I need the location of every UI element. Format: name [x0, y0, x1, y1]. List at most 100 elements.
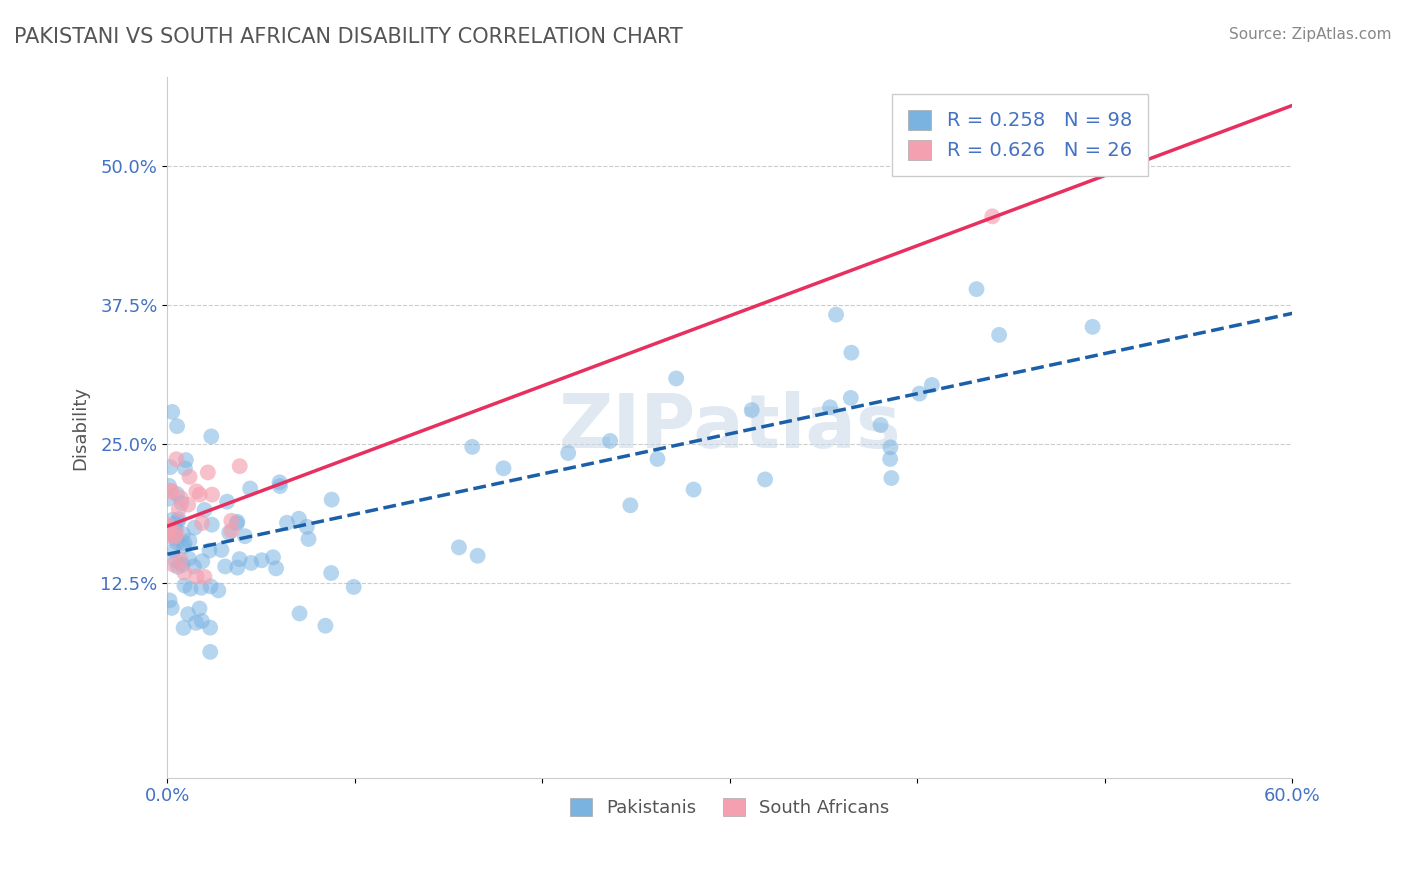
Point [169, 553, 191, 567]
Point [173, 621, 195, 635]
Point [288, 607, 311, 621]
Point [619, 498, 641, 512]
Point [981, 210, 1004, 224]
Point [163, 530, 186, 544]
Point [219, 514, 242, 528]
Point [191, 614, 214, 628]
Point [447, 541, 470, 555]
Point [818, 401, 841, 415]
Point [321, 566, 343, 580]
Point [186, 569, 208, 583]
Point [156, 529, 179, 543]
Point [869, 417, 891, 432]
Point [201, 487, 224, 501]
Point [1081, 319, 1104, 334]
Point [159, 521, 181, 535]
Point [173, 539, 195, 553]
Y-axis label: Disability: Disability [72, 385, 89, 469]
Point [191, 516, 214, 530]
Point [295, 520, 318, 534]
Point [183, 521, 205, 535]
Point [314, 618, 336, 632]
Point [226, 515, 249, 529]
Point [174, 453, 197, 467]
Point [214, 559, 236, 574]
Point [167, 502, 190, 516]
Point [201, 517, 224, 532]
Point [183, 559, 205, 574]
Point [166, 535, 188, 549]
Point [264, 561, 287, 575]
Point [288, 512, 311, 526]
Point [239, 482, 262, 496]
Point [665, 371, 688, 385]
Point [269, 479, 291, 493]
Point [741, 403, 763, 417]
Point [163, 527, 186, 541]
Point [167, 512, 190, 526]
Point [211, 543, 233, 558]
Point [193, 570, 215, 584]
Point [184, 615, 207, 630]
Point [226, 560, 249, 574]
Point [297, 532, 319, 546]
Point [170, 496, 193, 510]
Point [233, 529, 256, 543]
Point [198, 543, 221, 558]
Point [165, 532, 187, 546]
Point [200, 645, 222, 659]
Point [221, 524, 243, 538]
Point [160, 601, 183, 615]
Point [225, 516, 247, 531]
Point [166, 526, 188, 541]
Text: PAKISTANI VS SOUTH AFRICAN DISABILITY CORRELATION CHART: PAKISTANI VS SOUTH AFRICAN DISABILITY CO… [14, 27, 683, 46]
Point [207, 583, 229, 598]
Point [215, 494, 238, 508]
Point [188, 601, 211, 615]
Point [825, 308, 848, 322]
Point [682, 483, 704, 497]
Point [157, 491, 180, 506]
Point [190, 581, 212, 595]
Point [162, 405, 184, 419]
Point [173, 566, 195, 580]
Point [160, 484, 183, 499]
Point [177, 498, 200, 512]
Point [200, 429, 222, 443]
Point [492, 461, 515, 475]
Point [157, 479, 180, 493]
Point [177, 551, 200, 566]
Point [162, 558, 184, 572]
Point [159, 593, 181, 607]
Point [988, 327, 1011, 342]
Point [228, 552, 250, 566]
Point [879, 440, 901, 454]
Point [170, 491, 193, 506]
Point [841, 345, 863, 359]
Point [162, 543, 184, 558]
Point [921, 378, 943, 392]
Point [162, 513, 184, 527]
Point [159, 460, 181, 475]
Point [174, 461, 197, 475]
Point [461, 440, 484, 454]
Point [172, 558, 194, 572]
Point [262, 550, 284, 565]
Point [165, 553, 187, 567]
Point [599, 434, 621, 448]
Point [180, 582, 202, 596]
Point [167, 559, 190, 574]
Point [159, 520, 181, 534]
Point [173, 536, 195, 550]
Point [250, 553, 273, 567]
Point [218, 525, 240, 540]
Point [179, 533, 201, 548]
Point [240, 556, 263, 570]
Point [557, 446, 579, 460]
Point [156, 518, 179, 533]
Point [166, 515, 188, 529]
Point [343, 580, 366, 594]
Text: ZIPatlas: ZIPatlas [558, 391, 901, 464]
Point [166, 419, 188, 434]
Point [179, 470, 201, 484]
